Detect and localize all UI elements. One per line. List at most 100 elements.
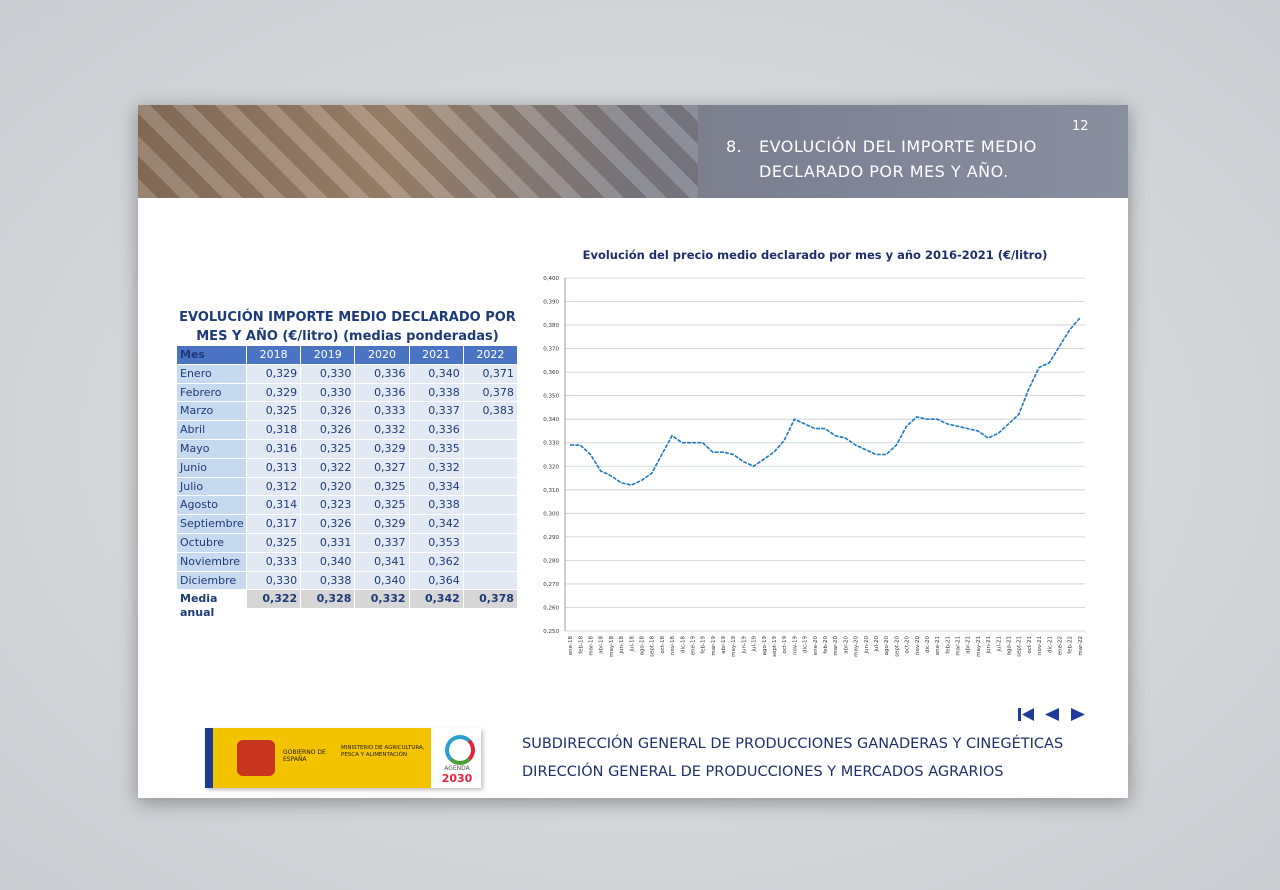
table-cell: 0,313 bbox=[247, 458, 302, 477]
table-cell: 0,322 bbox=[247, 590, 302, 609]
x-tick-label: sept-21 bbox=[1017, 636, 1023, 657]
y-tick-label: 0,280 bbox=[543, 558, 559, 564]
table-cell: 0,326 bbox=[301, 515, 356, 533]
x-tick-label: jun-21 bbox=[986, 636, 992, 654]
table-cell: 0,362 bbox=[409, 552, 464, 571]
table-cell: 0,332 bbox=[409, 458, 464, 477]
x-tick-label: dic-18 bbox=[680, 636, 686, 654]
table-cell: 0,320 bbox=[301, 477, 356, 496]
x-tick-label: ago-18 bbox=[639, 636, 645, 656]
header-image bbox=[138, 105, 698, 198]
row-label: Enero bbox=[177, 364, 247, 383]
row-label: Mayo bbox=[177, 439, 247, 458]
agenda-year: 2030 bbox=[441, 772, 473, 785]
table-cell: 0,338 bbox=[301, 571, 356, 590]
x-tick-label: feb-22 bbox=[1068, 636, 1074, 654]
table-cell: 0,322 bbox=[301, 458, 356, 477]
nav-first[interactable] bbox=[1018, 708, 1034, 721]
table-cell: 0,332 bbox=[355, 590, 410, 609]
table-cell: 0,325 bbox=[301, 439, 356, 458]
footer-line: SUBDIRECCIÓN GENERAL DE PRODUCCIONES GAN… bbox=[522, 736, 1064, 752]
chart: Evolución del precio medio declarado por… bbox=[543, 248, 1085, 657]
x-tick-label: nov-19 bbox=[792, 636, 798, 655]
x-tick-label: jun-18 bbox=[619, 636, 625, 655]
y-tick-label: 0,400 bbox=[543, 276, 559, 282]
y-tick-label: 0,250 bbox=[543, 629, 559, 635]
y-tick-label: 0,380 bbox=[543, 323, 559, 329]
x-tick-label: ene-21 bbox=[935, 636, 941, 655]
table-cell: 2021 bbox=[409, 346, 464, 364]
ministry-text: MINISTERIO DE AGRICULTURA, PESCA Y ALIME… bbox=[341, 745, 425, 758]
x-tick-label: nov-21 bbox=[1037, 636, 1043, 655]
x-tick-label: feb-20 bbox=[823, 636, 829, 654]
x-tick-label: oct-20 bbox=[905, 636, 911, 654]
line bbox=[570, 317, 1081, 486]
y-tick-label: 0,350 bbox=[543, 394, 559, 400]
x-tick-label: sept-18 bbox=[650, 636, 656, 657]
footer-line: DIRECCIÓN GENERAL DE PRODUCCIONES Y MERC… bbox=[522, 764, 1004, 780]
x-tick-label: jul-18 bbox=[629, 636, 635, 653]
x-tick-label: ago-19 bbox=[762, 636, 768, 656]
x-tick-label: jul-19 bbox=[752, 636, 758, 653]
x-tick-label: oct-19 bbox=[782, 636, 788, 654]
flag-stripe bbox=[213, 728, 233, 788]
table-cell: 2018 bbox=[247, 346, 302, 364]
table: Mes 2018 2019 2020 2021 2022 Enero 0,329 0,330 0,… bbox=[177, 346, 518, 619]
table-cell: 0,371 bbox=[463, 364, 518, 383]
table-cell: 0,378 bbox=[463, 590, 518, 609]
coat-of-arms bbox=[237, 740, 275, 776]
row-label: Media anual bbox=[177, 590, 247, 619]
table-cell: 0,330 bbox=[301, 383, 356, 402]
table-cell: 0,325 bbox=[247, 533, 302, 552]
table-cell: 0,316 bbox=[247, 439, 302, 458]
x-tick-label: jul-20 bbox=[874, 636, 880, 653]
table-cell: 0,332 bbox=[355, 421, 410, 439]
x-tick-label: nov-18 bbox=[670, 636, 676, 655]
row-label: Agosto bbox=[177, 496, 247, 515]
table-row: Junio 0,313 0,322 0,327 0,332 bbox=[177, 458, 518, 478]
x-tick-label: feb-18 bbox=[578, 636, 584, 654]
table-cell: 2022 bbox=[463, 346, 518, 364]
table-cell: 0,326 bbox=[301, 421, 356, 439]
table-cell: 0,336 bbox=[355, 383, 410, 402]
table-cell: 0,329 bbox=[247, 383, 302, 402]
chart-title: Evolución del precio medio declarado por… bbox=[583, 248, 1048, 262]
table-cell: 0,342 bbox=[409, 515, 464, 533]
table-cell: 0,329 bbox=[355, 515, 410, 533]
row-label: Mes bbox=[177, 346, 247, 364]
x-tick-label: mar-22 bbox=[1078, 636, 1084, 656]
x-tick-label: sept-20 bbox=[894, 636, 900, 657]
row-label: Marzo bbox=[177, 402, 247, 421]
table-cell bbox=[463, 458, 518, 477]
table-cell: 0,353 bbox=[409, 533, 464, 552]
table-cell: 0,340 bbox=[355, 571, 410, 590]
x-tick-label: oct-18 bbox=[660, 636, 666, 654]
table-cell: 0,329 bbox=[355, 439, 410, 458]
table-row: Media anual 0,322 0,328 0,332 0,342 0,378 bbox=[177, 590, 518, 619]
row-label: Junio bbox=[177, 458, 247, 477]
page-number: 12 bbox=[1072, 119, 1089, 134]
x-tick-label: oct-21 bbox=[1027, 636, 1033, 654]
y-tick-label: 0,270 bbox=[543, 582, 559, 588]
nav-next[interactable] bbox=[1071, 708, 1085, 721]
flag-stripe bbox=[205, 728, 213, 788]
x-tick-label: abr-19 bbox=[721, 636, 727, 654]
table-cell: 0,326 bbox=[301, 402, 356, 421]
table-row: Enero 0,329 0,330 0,336 0,340 0,371 bbox=[177, 364, 518, 384]
table-cell: 0,318 bbox=[247, 421, 302, 439]
table-cell bbox=[463, 477, 518, 496]
table-title: MES Y AÑO (€/litro) (medias ponderadas) bbox=[196, 329, 499, 344]
x-tick-label: ago-20 bbox=[884, 636, 890, 656]
table-row: Agosto 0,314 0,323 0,325 0,338 bbox=[177, 496, 518, 516]
x-tick-label: feb-19 bbox=[701, 636, 707, 654]
row-label: Septiembre bbox=[177, 515, 247, 533]
x-tick-label: may-19 bbox=[731, 636, 737, 657]
x-tick-label: abr-21 bbox=[966, 636, 972, 654]
table-title: EVOLUCIÓN IMPORTE MEDIO DECLARADO POR bbox=[179, 310, 516, 325]
y-tick-label: 0,310 bbox=[543, 488, 559, 494]
table-cell bbox=[463, 421, 518, 439]
table-cell: 0,340 bbox=[409, 364, 464, 383]
y-tick-label: 0,390 bbox=[543, 300, 559, 306]
table-cell: 0,336 bbox=[355, 364, 410, 383]
nav-prev[interactable] bbox=[1045, 708, 1059, 721]
